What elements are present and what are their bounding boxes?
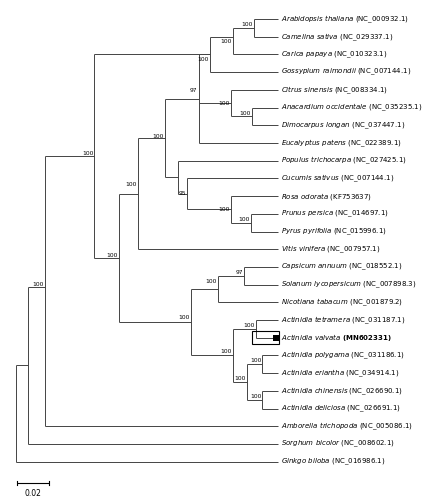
Text: $\it{Actinidia\ eriantha}$ (NC_034914.1): $\it{Actinidia\ eriantha}$ (NC_034914.1) [281,368,400,379]
Text: $\bf{\it{Actinidia\ valvata}}$ $\bf{(MN602331)}$: $\bf{\it{Actinidia\ valvata}}$ $\bf{(MN6… [281,332,392,343]
Text: $\it{Sorghum\ bicolor}$ (NC_008602.1): $\it{Sorghum\ bicolor}$ (NC_008602.1) [281,438,395,449]
Text: $\it{Rosa\ odorata}$ (KF753637): $\it{Rosa\ odorata}$ (KF753637) [281,190,372,202]
Text: $\it{Pyrus\ pyrifolia}$ (NC_015996.1): $\it{Pyrus\ pyrifolia}$ (NC_015996.1) [281,226,387,237]
Text: $\it{Amborella\ trichopoda}$ (NC_005086.1): $\it{Amborella\ trichopoda}$ (NC_005086.… [281,420,413,432]
Text: $\it{Cucumis\ sativus}$ (NC_007144.1): $\it{Cucumis\ sativus}$ (NC_007144.1) [281,172,395,184]
Text: 100: 100 [243,323,254,328]
Text: $\it{Actinidia\ chinensis}$ (NC_026690.1): $\it{Actinidia\ chinensis}$ (NC_026690.1… [281,385,403,396]
Text: 100: 100 [220,348,231,354]
Text: 100: 100 [239,110,251,116]
Text: 100: 100 [250,358,261,364]
Text: 97: 97 [190,88,198,94]
Text: 100: 100 [219,207,230,212]
Text: 100: 100 [152,134,163,140]
Text: 100: 100 [219,101,230,106]
Text: $\it{Carica\ papaya}$ (NC_010323.1): $\it{Carica\ papaya}$ (NC_010323.1) [281,49,388,59]
Text: 0.02: 0.02 [24,488,41,498]
Text: 100: 100 [82,152,93,156]
Text: $\it{Ginkgo\ biloba}$ (NC_016986.1): $\it{Ginkgo\ biloba}$ (NC_016986.1) [281,456,386,467]
Text: 100: 100 [239,217,250,222]
Text: $\it{Arabidopsis\ thaliana}$ (NC_000932.1): $\it{Arabidopsis\ thaliana}$ (NC_000932.… [281,14,409,25]
Text: 97: 97 [235,270,243,275]
Text: $\it{Capsicum\ annuum}$ (NC_018552.1): $\it{Capsicum\ annuum}$ (NC_018552.1) [281,262,403,272]
Text: $\it{Nicotiana\ tabacum}$ (NC_001879.2): $\it{Nicotiana\ tabacum}$ (NC_001879.2) [281,296,403,308]
Bar [252,331,279,344]
Text: $\it{Actinidia\ deliciosa}$ (NC_026691.1): $\it{Actinidia\ deliciosa}$ (NC_026691.1… [281,403,401,414]
Text: 100: 100 [241,22,252,27]
Text: 100: 100 [235,376,246,381]
Text: 95: 95 [178,191,186,196]
Text: $\it{Citrus\ sinensis}$ (NC_008334.1): $\it{Citrus\ sinensis}$ (NC_008334.1) [281,84,388,96]
Text: 100: 100 [250,394,261,399]
Text: 100: 100 [198,56,209,62]
Text: $\it{Dimocarpus\ longan}$ (NC_037447.1): $\it{Dimocarpus\ longan}$ (NC_037447.1) [281,120,405,130]
Text: $\it{Eucalyptus\ patens}$ (NC_022389.1): $\it{Eucalyptus\ patens}$ (NC_022389.1) [281,138,402,149]
Text: $\it{Actinidia\ tetramera}$ (NC_031187.1): $\it{Actinidia\ tetramera}$ (NC_031187.1… [281,314,406,326]
Text: $\it{Anacardium\ occidentale}$ (NC_035235.1): $\it{Anacardium\ occidentale}$ (NC_03523… [281,102,423,114]
Text: $\it{Gossypium\ raimondii}$ (NC_007144.1): $\it{Gossypium\ raimondii}$ (NC_007144.1… [281,67,412,78]
Text: $\it{Populus\ trichocarpa}$ (NC_027425.1): $\it{Populus\ trichocarpa}$ (NC_027425.1… [281,155,407,166]
Text: 100: 100 [178,315,190,320]
Text: $\it{Actinidia\ polygama}$ (NC_031186.1): $\it{Actinidia\ polygama}$ (NC_031186.1) [281,350,405,361]
Text: $\it{Camelina\ sativa}$ (NC_029337.1): $\it{Camelina\ sativa}$ (NC_029337.1) [281,31,394,42]
Text: $\it{Prunus\ persica}$ (NC_014697.1): $\it{Prunus\ persica}$ (NC_014697.1) [281,208,389,219]
Text: $\it{Solanum\ lycopersicum}$ (NC_007898.3): $\it{Solanum\ lycopersicum}$ (NC_007898.… [281,280,417,290]
Text: 100: 100 [107,253,118,258]
Text: 100: 100 [125,182,137,188]
Text: 100: 100 [33,282,44,287]
Text: $\it{Vitis\ vinifera}$ (NC_007957.1): $\it{Vitis\ vinifera}$ (NC_007957.1) [281,244,381,255]
Text: 100: 100 [220,39,231,44]
Text: 100: 100 [205,278,216,283]
